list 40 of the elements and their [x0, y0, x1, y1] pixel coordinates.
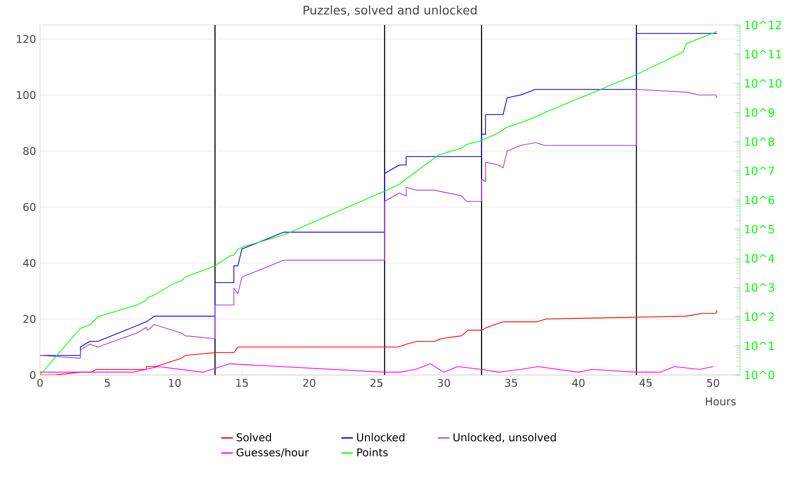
x-tick-label: 20: [303, 378, 316, 387]
y-tick-label: 40: [23, 258, 36, 268]
legend-label: Points: [357, 448, 388, 456]
x-tick-label: 50: [707, 378, 720, 387]
legend-label: Unlocked: [357, 433, 404, 442]
x-tick-label: 0: [37, 378, 43, 387]
y2-tick-label: 10^11: [745, 50, 782, 58]
y2-tick-label: 10^2: [745, 312, 774, 321]
x-tick-label: 35: [505, 378, 518, 387]
y2-tick-label: 10^9: [745, 108, 774, 117]
y-tick-label: 100: [16, 90, 36, 100]
legend-label: Guesses/hour: [236, 448, 309, 458]
legend-label: Solved: [236, 433, 271, 442]
x-tick-label: 10: [169, 378, 181, 387]
x-tick-label: 30: [438, 378, 450, 387]
y2-tick-label: 10^5: [745, 224, 774, 234]
y2-tick-label: 10^1: [745, 342, 774, 350]
x-tick-label: 25: [370, 378, 382, 387]
y2-tick-label: 10^10: [745, 79, 782, 88]
y2-tick-label: 10^0: [745, 370, 774, 380]
x-tick-label: 40: [572, 378, 585, 387]
y-tick-label: 0: [30, 370, 36, 380]
y2-tick-label: 10^8: [745, 137, 774, 146]
y2-tick-label: 10^12: [745, 20, 782, 30]
y-tick-label: 60: [23, 202, 36, 212]
y-tick-label: 80: [23, 146, 36, 156]
line-series: [40, 88, 718, 359]
x-tick-label: 45: [640, 378, 652, 387]
legend-label: Unlocked, unsolved: [454, 433, 556, 442]
y-tick-label: 120: [16, 34, 36, 44]
line-series: [40, 363, 714, 373]
y2-tick-label: 10^4: [745, 254, 774, 263]
y2-tick-label: 10^7: [745, 166, 774, 176]
y-tick-label: 20: [23, 314, 36, 324]
x-tick-label: 15: [236, 378, 248, 387]
y2-tick-label: 10^3: [745, 283, 774, 292]
x-axis-title: Hours: [706, 397, 736, 406]
x-tick-label: 5: [104, 378, 110, 387]
chart-title: Puzzles, solved and unlocked: [304, 5, 476, 16]
y2-tick-label: 10^6: [745, 196, 774, 204]
